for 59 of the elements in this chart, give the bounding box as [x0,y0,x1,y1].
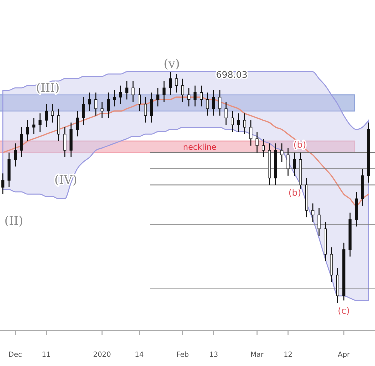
candlestick [26,120,30,142]
band-label: neckline [183,143,217,152]
candlestick [57,108,60,142]
candlestick [188,88,191,108]
candlestick [250,120,253,146]
candlestick [361,168,364,206]
annotation: (III) [36,81,60,95]
candlestick [138,88,141,112]
candlestick [162,80,166,103]
candlestick [156,88,160,108]
candlestick [312,203,315,223]
text: (v) [164,57,180,71]
candlestick [150,92,154,124]
candlestick [107,92,110,119]
candlestick [336,268,340,304]
candlestick [20,126,24,158]
candlestick [94,92,98,116]
candlestick [256,132,259,154]
candlestick [126,80,129,100]
candlestick [280,143,284,163]
candlestick [64,126,67,158]
candlestick [119,85,122,105]
candlestick [231,110,234,133]
candlestick [355,192,358,228]
candlestick [32,118,36,135]
annotation: (II) [4,214,24,228]
candlestick [200,85,203,108]
candlestick [169,72,172,96]
candlestick [45,104,48,128]
candlestick [212,90,216,116]
annotation: (b) [288,189,302,199]
candlestick [144,96,148,124]
candlestick [8,152,11,188]
candlestick [76,110,79,138]
candlestick [113,90,116,108]
candlestick [181,78,184,103]
candlestick [82,96,86,126]
candlestick [262,138,265,158]
candlestick [243,113,246,135]
candlestick [70,122,73,158]
candlestick [224,102,228,126]
candlestick [330,247,334,283]
candlestick [2,173,5,195]
candlestick [14,143,17,168]
candlestick [194,85,197,108]
candlestick [293,152,296,176]
candlestick [218,90,222,116]
candlestick [206,92,210,116]
candlestick [88,92,92,112]
candlestick [286,148,290,176]
candlestick [237,113,240,133]
candlestick [38,113,42,133]
text: (c) [338,307,350,317]
candlestick [175,74,178,94]
candlestick [318,208,321,237]
candlestick [51,104,54,124]
candlestick [132,80,135,103]
annotation: 698.03 [216,71,248,81]
candlestick [100,102,104,119]
